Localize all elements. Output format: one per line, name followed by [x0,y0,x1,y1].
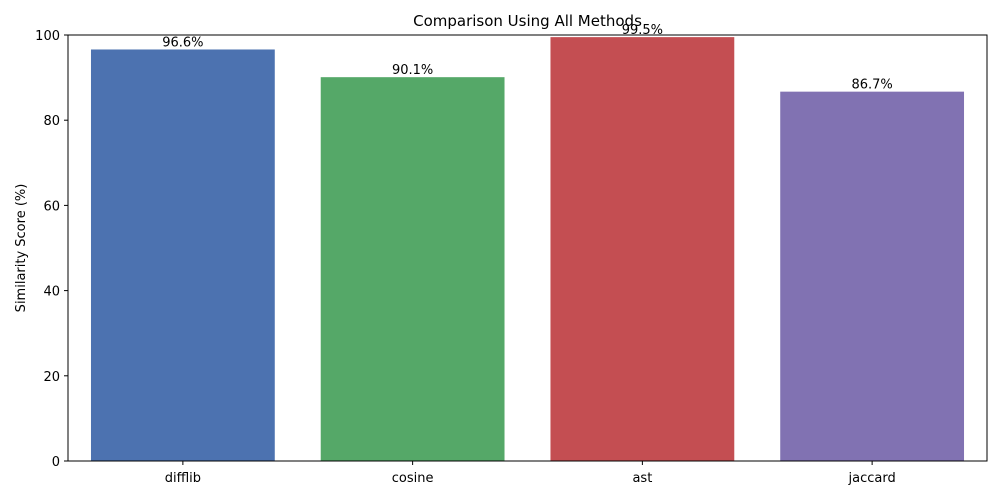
bar-difflib [90,49,275,461]
x-tick-label-cosine: cosine [392,471,434,486]
data-label-difflib: 96.6% [162,35,203,50]
x-tick-label-jaccard: jaccard [848,471,896,486]
y-axis-title: Similarity Score (%) [14,184,29,313]
y-tick-label: 40 [43,285,60,300]
y-tick-label: 0 [52,455,60,470]
x-tick-label-difflib: difflib [165,471,201,486]
bar-cosine [320,77,505,461]
bar-jaccard [780,91,965,462]
data-label-ast: 99.5% [622,23,663,38]
y-tick-label: 100 [35,29,60,44]
plot-frame [67,34,988,462]
y-tick-label: 60 [43,199,60,214]
chart-title: Comparison Using All Methods [413,12,642,30]
data-label-cosine: 90.1% [392,63,433,78]
y-tick-label: 20 [43,370,60,385]
y-tick-label: 80 [43,114,60,129]
y-axis: 0 20 40 60 80 100 [35,29,68,470]
data-labels-group: 96.6% 90.1% 99.5% 86.7% [162,23,893,93]
x-tick-label-ast: ast [632,471,652,486]
bar-ast [550,37,735,461]
data-label-jaccard: 86.7% [851,78,892,93]
bars-group [90,37,965,462]
x-axis: difflib cosine ast jaccard [165,461,896,486]
